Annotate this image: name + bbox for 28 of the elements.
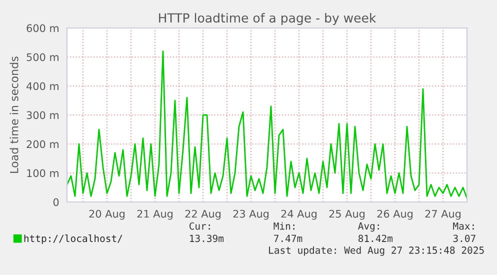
text: Min: xyxy=(274,222,294,230)
text: 3.07 xyxy=(453,234,476,242)
line-series xyxy=(67,50,467,199)
text: 7.47m xyxy=(274,234,302,242)
y-tick-label: 400 m xyxy=(26,82,58,90)
text: Cur: xyxy=(190,222,210,230)
text: 81.42m xyxy=(358,234,392,242)
y-tick-label: 200 m xyxy=(26,140,58,148)
chart-title: HTTP loadtime of a page - by week xyxy=(159,12,376,26)
x-tick-label: 20 Aug xyxy=(89,210,125,220)
x-tick-label: 27 Aug xyxy=(425,210,461,220)
x-tick-label: 22 Aug xyxy=(185,210,221,220)
x-tick-label: 24 Aug xyxy=(281,210,317,220)
y-tick-label: 0 xyxy=(53,198,59,206)
y-tick-label: 600 m xyxy=(26,24,58,32)
legend-label: http://localhost/ xyxy=(24,234,122,244)
x-tick-label: 23 Aug xyxy=(233,210,269,220)
y-tick-label: 500 m xyxy=(26,53,58,62)
y-tick-label: 300 m xyxy=(26,111,58,120)
y-axis-title: Load time in seconds xyxy=(10,56,18,173)
x-tick-label: 26 Aug xyxy=(377,210,413,220)
text: Max: xyxy=(453,222,474,230)
text: 13.39m xyxy=(190,234,224,242)
x-tick-label: 21 Aug xyxy=(137,210,173,220)
text: Avg: xyxy=(358,222,379,232)
y-tick-label: 100 m xyxy=(27,169,58,178)
text: Last update: Wed Aug 27 23:15:48 2025 xyxy=(269,246,484,256)
x-tick-label: 25 Aug xyxy=(329,210,365,220)
